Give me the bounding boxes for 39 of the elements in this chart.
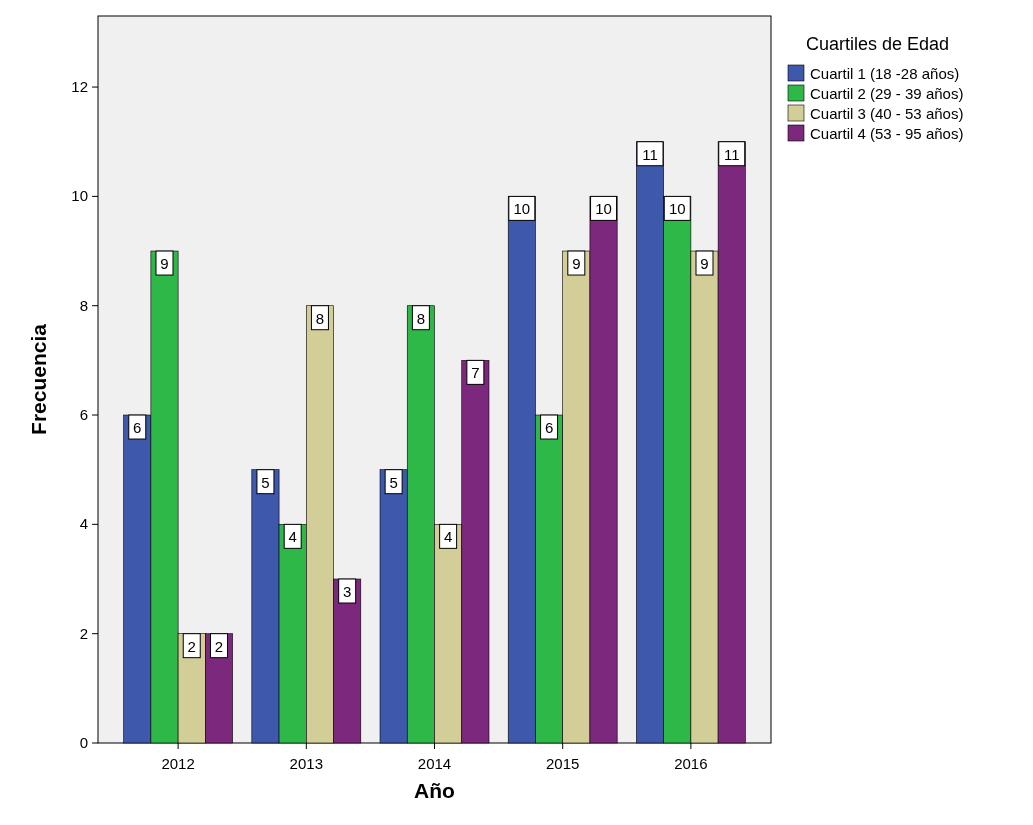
legend-title: Cuartiles de Edad — [806, 34, 950, 54]
x-axis-title: Año — [414, 779, 455, 802]
data-label: 9 — [572, 255, 581, 273]
data-label: 11 — [642, 145, 658, 163]
data-label: 4 — [288, 528, 297, 546]
y-tick-label: 10 — [71, 187, 88, 205]
data-label: 9 — [160, 255, 169, 273]
x-tick-label: 2013 — [289, 755, 323, 772]
y-tick-label: 4 — [79, 515, 88, 533]
data-label: 6 — [133, 419, 142, 437]
legend-label: Cuartil 1 (18 -28 años) — [810, 65, 960, 82]
data-label: 2 — [187, 637, 196, 655]
data-label: 8 — [315, 309, 325, 327]
y-tick-label: 6 — [79, 406, 88, 424]
legend-label: Cuartil 4 (53 - 95 años) — [810, 125, 964, 142]
x-tick-label: 2014 — [417, 755, 452, 772]
data-label: 5 — [389, 473, 398, 491]
data-label: 9 — [700, 255, 709, 273]
x-tick-label: 2015 — [546, 755, 580, 772]
data-label: 2 — [214, 637, 224, 655]
y-tick-label: 12 — [71, 78, 88, 96]
legend-label: Cuartil 3 (40 - 53 años) — [810, 105, 964, 122]
y-axis-title: Frecuencia — [27, 323, 50, 435]
data-label: 11 — [723, 145, 740, 163]
data-label: 8 — [416, 309, 426, 327]
y-tick-label: 2 — [79, 624, 88, 642]
x-tick-label: 2012 — [161, 755, 195, 772]
data-label: 7 — [471, 364, 480, 382]
data-label: 5 — [261, 473, 270, 491]
y-tick-label: 0 — [79, 734, 88, 751]
x-tick-label: 2016 — [674, 755, 708, 772]
data-label: 6 — [544, 419, 554, 437]
data-label: 10 — [668, 200, 686, 218]
data-label: 10 — [513, 200, 531, 218]
legend-label: Cuartil 2 (29 - 39 años) — [810, 85, 964, 102]
data-label: 10 — [595, 200, 612, 218]
data-label: 3 — [343, 583, 352, 601]
y-tick-label: 8 — [79, 296, 88, 314]
data-label: 4 — [443, 528, 453, 546]
